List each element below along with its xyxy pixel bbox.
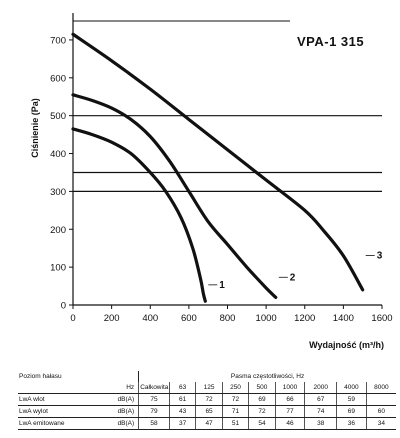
chart-title: VPA-1 315 (297, 34, 364, 49)
table-cell: 66 (274, 393, 305, 406)
column-header: Całkowita (138, 382, 170, 394)
x-tick-label: 1400 (333, 313, 354, 324)
hz-label: Hz (87, 382, 139, 394)
table-cell: 54 (248, 417, 276, 430)
column-header: 63 (168, 382, 196, 394)
column-header: 4000 (336, 382, 367, 394)
x-tick-label: 0 (70, 313, 75, 324)
table-cell: 72 (248, 405, 276, 418)
x-tick-label: 1200 (294, 313, 315, 324)
column-header: 125 (195, 382, 223, 394)
table-cell: 47 (195, 417, 223, 430)
y-tick-label: 100 (50, 263, 66, 274)
table-cell: 36 (336, 417, 367, 430)
noise-level-table: Poziom hałasu Pasma częstotliwości, Hz H… (18, 371, 396, 430)
table-cell: 34 (365, 417, 396, 430)
column-header: 250 (221, 382, 249, 394)
x-axis-title: Wydajność (m³/h) (309, 340, 384, 350)
y-tick-label: 0 (61, 301, 66, 312)
frequency-band-header: Pasma częstotliwości, Hz (138, 371, 396, 382)
table-cell: 69 (248, 393, 276, 406)
column-header: 1000 (274, 382, 305, 394)
table-cell: 77 (274, 405, 305, 418)
table-row: LwA emitowane dB(A) 58 37 47 51 54 46 38… (18, 417, 396, 430)
table-row: LwA wlot dB(A) 75 61 72 72 69 66 67 59 (18, 393, 396, 406)
series-1-curve (71, 127, 207, 303)
table-cell: 75 (138, 393, 170, 406)
table-header-row: Poziom hałasu Pasma częstotliwości, Hz (18, 371, 396, 382)
table-cell: 46 (274, 417, 305, 430)
x-tick-label: 1600 (371, 313, 392, 324)
series-2-curve (71, 93, 278, 300)
series-3-label: 3 (377, 251, 383, 262)
row-label: LwA wlot (18, 393, 88, 406)
table-cell: 60 (365, 405, 396, 418)
table-row: LwA wylot dB(A) 79 43 65 71 72 77 74 69 … (18, 405, 396, 418)
x-tick-label: 400 (142, 313, 158, 324)
table-cell: 61 (168, 393, 196, 406)
table-cell: 59 (336, 393, 367, 406)
y-tick-label: 500 (50, 111, 66, 122)
y-axis-title: Ciśnienie (Pa) (30, 98, 40, 158)
y-tick-label: 400 (50, 149, 66, 160)
column-header: 500 (248, 382, 276, 394)
column-header: 8000 (365, 382, 396, 394)
y-tick-label: 300 (50, 187, 66, 198)
table-cell: 74 (304, 405, 337, 418)
y-tick-label: 700 (50, 35, 66, 46)
table-cell: 38 (304, 417, 337, 430)
x-tick-label: 1000 (256, 313, 277, 324)
row-unit: dB(A) (87, 405, 139, 418)
table-cell: 51 (221, 417, 249, 430)
table-cell: 72 (221, 393, 249, 406)
x-tick-label: 800 (220, 313, 236, 324)
header-spacer (18, 382, 88, 394)
table-cell: 67 (304, 393, 337, 406)
x-tick-label: 200 (104, 313, 120, 324)
row-label: LwA emitowane (18, 417, 88, 430)
column-header: 2000 (304, 382, 337, 394)
y-tick-label: 200 (50, 225, 66, 236)
table-cell: 79 (138, 405, 170, 418)
table-cell (365, 393, 396, 406)
x-tick-label: 600 (181, 313, 197, 324)
table-cell: 69 (336, 405, 367, 418)
series-1-label: 1 (219, 280, 225, 291)
y-tick-label: 600 (50, 73, 66, 84)
table-cell: 37 (168, 417, 196, 430)
row-unit: dB(A) (87, 393, 139, 406)
table-cell: 65 (195, 405, 223, 418)
table-column-row: Hz Całkowita 63 125 250 500 1000 2000 40… (18, 382, 396, 394)
row-unit: dB(A) (87, 417, 139, 430)
table-cell: 43 (168, 405, 196, 418)
series-3-curve (71, 32, 365, 292)
series-2-label: 2 (290, 272, 296, 283)
row-label: LwA wylot (18, 405, 88, 418)
table-cell: 72 (195, 393, 223, 406)
table-cell: 71 (221, 405, 249, 418)
table-cell: 58 (138, 417, 170, 430)
fan-performance-chart: 0 200 400 600 800 1000 1200 1400 160001002003004… (30, 13, 393, 350)
noise-level-header: Poziom hałasu (19, 373, 62, 380)
